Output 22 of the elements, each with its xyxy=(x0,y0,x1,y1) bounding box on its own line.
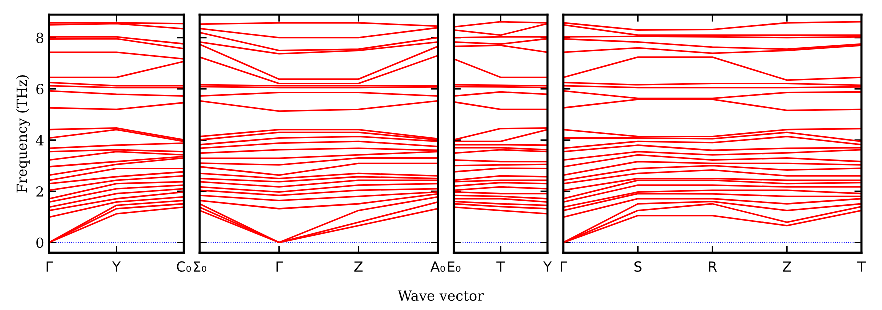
x-tick-label: Y xyxy=(543,262,552,272)
y-tick-label: 2 xyxy=(36,186,44,197)
x-tick-label: C₀ xyxy=(177,262,192,272)
x-tick-label: Y xyxy=(112,262,121,272)
y-tick-label: 4 xyxy=(36,135,44,146)
x-tick-label: Γ xyxy=(276,262,284,272)
x-tick-label: R xyxy=(709,262,718,272)
x-tick-label: T xyxy=(857,262,866,272)
y-tick-label: 6 xyxy=(36,84,44,95)
y-tick-label: 0 xyxy=(36,238,44,248)
x-tick-label: Γ xyxy=(46,262,54,272)
x-tick-label: Z xyxy=(783,262,792,272)
x-tick-label: E₀ xyxy=(448,262,461,272)
x-tick-label: Γ xyxy=(561,262,568,272)
y-axis-title: Frequency (THz) xyxy=(16,75,30,193)
x-tick-label: A₀ xyxy=(430,262,446,272)
x-tick-label: T xyxy=(496,262,506,272)
x-tick-label: S xyxy=(634,262,642,272)
x-tick-label: Σ₀ xyxy=(194,262,207,272)
x-tick-label: Z xyxy=(354,262,363,272)
x-axis-title: Wave vector xyxy=(398,290,484,302)
y-tick-label: 8 xyxy=(36,32,44,44)
